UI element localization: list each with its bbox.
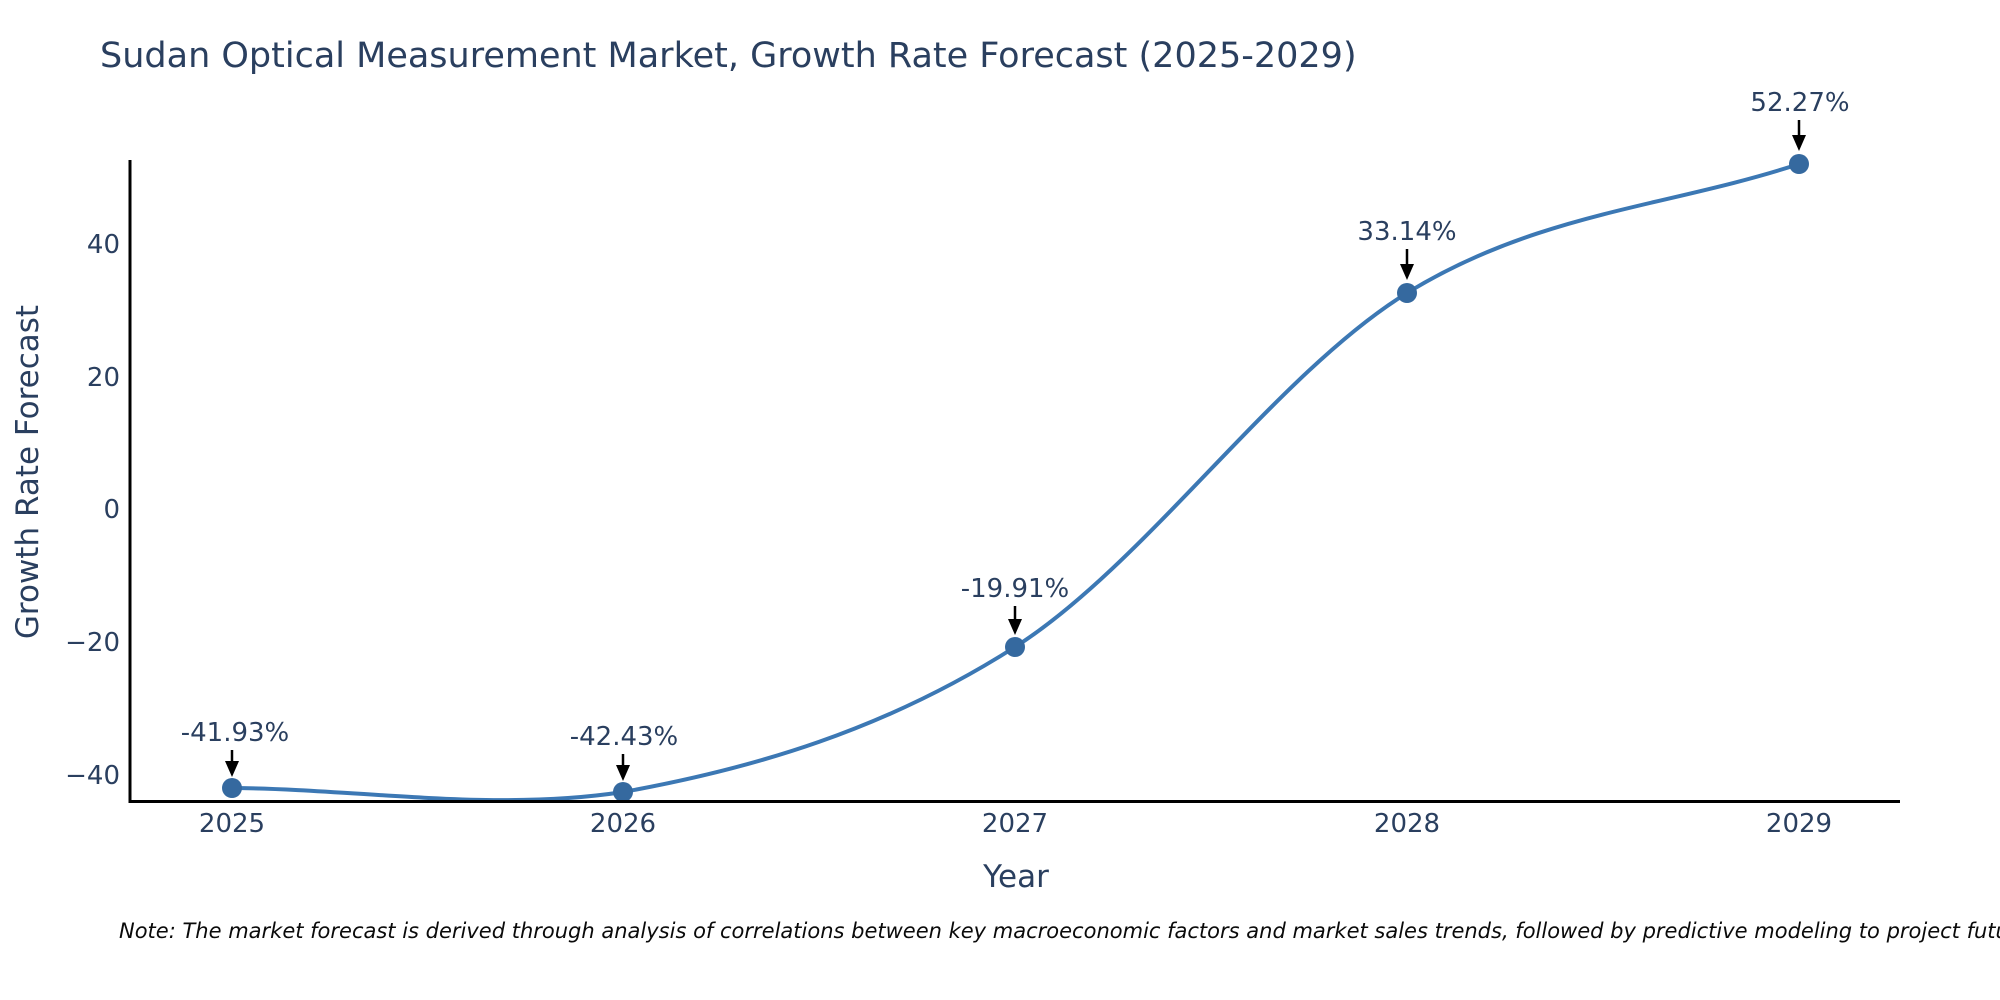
y-tick-neg40: −40: [65, 761, 120, 791]
footnote: Note: The market forecast is derived thr…: [119, 919, 2000, 943]
growth-line[interactable]: [230, 162, 1801, 803]
data-point-2027[interactable]: [1005, 637, 1025, 657]
data-point-2028[interactable]: [1397, 283, 1417, 303]
x-tick-2028: 2028: [1373, 809, 1441, 839]
chart-title: Sudan Optical Measurement Market, Growth…: [100, 36, 1357, 76]
annotation-label-2027: -19.91%: [960, 574, 1070, 604]
data-point-2026[interactable]: [613, 782, 633, 802]
annotation-arrow-2029: [1792, 120, 1806, 151]
data-point-2029[interactable]: [1789, 154, 1809, 174]
x-axis-title: Year: [983, 859, 1049, 895]
y-tick-neg20: −20: [65, 628, 120, 658]
y-tick-20: 20: [86, 363, 120, 393]
y-tick-0: 0: [103, 495, 120, 525]
x-tick-2025: 2025: [198, 809, 266, 839]
y-axis-title: Growth Rate Forecast: [10, 304, 46, 640]
annotation-label-2028: 33.14%: [1357, 217, 1457, 247]
annotation-arrow-2025: [225, 750, 239, 777]
x-tick-2027: 2027: [981, 809, 1049, 839]
x-tick-2026: 2026: [589, 809, 657, 839]
annotation-label-2025: -41.93%: [180, 718, 290, 748]
annotation-arrow-2026: [616, 754, 630, 781]
annotation-label-2026: -42.43%: [569, 722, 679, 752]
y-tick-40: 40: [86, 230, 120, 260]
annotation-arrow-2028: [1400, 249, 1414, 280]
annotation-arrow-2027: [1008, 606, 1022, 635]
annotation-label-2029: 52.27%: [1750, 88, 1850, 118]
data-point-2025[interactable]: [222, 778, 242, 798]
x-tick-2029: 2029: [1765, 809, 1833, 839]
